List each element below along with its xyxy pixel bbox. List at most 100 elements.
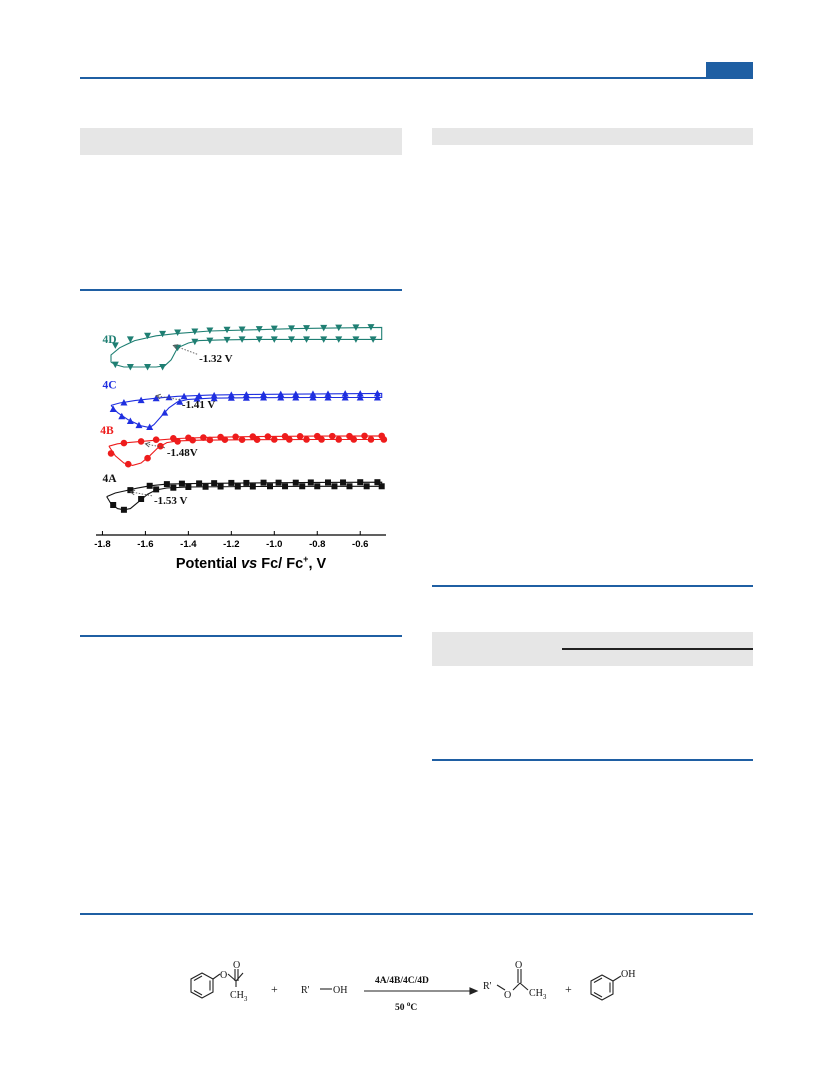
data-point [292,479,299,486]
data-point [296,433,304,440]
annotation-arrow [130,491,153,497]
data-point [260,390,268,398]
data-point [331,483,338,490]
data-point [292,390,300,398]
data-point [324,390,332,397]
x-tick-label: -0.8 [309,539,325,550]
data-point [307,479,314,486]
data-point [170,434,177,442]
data-point [242,391,250,398]
data-point [282,483,289,490]
data-point [352,336,360,343]
data-point [185,484,192,490]
data-point [346,432,353,440]
data-point [185,434,192,442]
data-point [363,483,370,490]
right-gray-bar [432,128,753,145]
product-carbonyl-o: O [515,960,522,971]
onset-annotation-4b: -1.48V [167,447,198,459]
data-point [206,337,214,345]
data-point [191,328,199,335]
series-label-4c: 4C [102,380,116,392]
data-point [378,432,386,440]
data-point [270,336,278,343]
annotation-arrow [173,344,198,355]
alcohol-r: R' [301,985,310,996]
data-point [146,482,153,489]
phenol-oh: OH [621,969,635,980]
data-point [352,324,360,331]
data-point [287,325,295,332]
product-r: R' [483,981,492,992]
data-point [281,433,289,440]
annotation-arrowhead [172,344,179,350]
data-point [313,432,321,440]
data-point [356,393,364,401]
data-point [196,480,203,487]
data-point [249,483,256,490]
data-point [324,393,332,401]
data-point [211,480,218,487]
plus-sign-1: + [271,982,278,996]
series-label-4b: 4B [100,425,114,437]
data-point [378,483,385,490]
right-rule-1 [432,585,753,587]
data-point [367,436,375,443]
data-point [373,389,381,397]
data-point [303,436,310,443]
x-tick-label: -1.0 [266,539,282,550]
data-point [361,432,368,440]
data-point [138,496,145,502]
data-point [109,405,117,412]
data-point [267,483,273,490]
figure-top-rule [80,289,402,291]
data-point [174,344,182,352]
data-point [163,481,170,488]
data-point [153,486,160,493]
data-point [120,439,128,447]
data-point [137,396,145,404]
data-point [152,394,160,402]
data-point [228,479,235,486]
data-point [217,483,224,490]
data-point [195,392,203,399]
series-label-4d: 4D [102,334,116,346]
data-point [314,483,321,490]
right-rule-2 [432,759,753,761]
data-point [260,479,267,486]
data-point [328,432,336,440]
product-ch3: CH3 [529,988,547,1001]
data-point [227,391,235,398]
data-point [127,487,134,494]
data-point [126,364,134,371]
arrow-bottom-label: 50 oC [395,1000,417,1013]
data-point [277,393,285,401]
data-point [238,336,246,343]
plus-sign-2: + [565,982,572,996]
data-point [111,361,119,369]
data-point [110,502,117,508]
data-point [161,409,169,416]
x-axis-label: Potential vs Fc/ Fc+, V [176,554,327,572]
data-point [180,392,188,400]
data-point [210,391,218,399]
data-point [303,325,311,332]
header-rule [80,77,753,79]
data-point [341,393,349,401]
data-point [223,336,231,344]
x-tick-label: -1.6 [137,539,153,550]
data-point [135,421,143,429]
figure-bottom-rule [80,635,402,637]
data-point [341,390,349,397]
data-point [124,460,132,468]
data-point [275,479,282,486]
data-point [374,479,381,486]
data-point [200,434,207,441]
x-tick-label: -1.2 [223,539,239,550]
data-point [340,479,347,486]
scheme-top-rule [80,913,753,915]
onset-annotation-4d: -1.32 V [199,353,232,365]
data-point [137,438,145,445]
x-tick-label: -1.8 [94,539,110,550]
reactant-carbonyl-o: O [233,960,240,971]
